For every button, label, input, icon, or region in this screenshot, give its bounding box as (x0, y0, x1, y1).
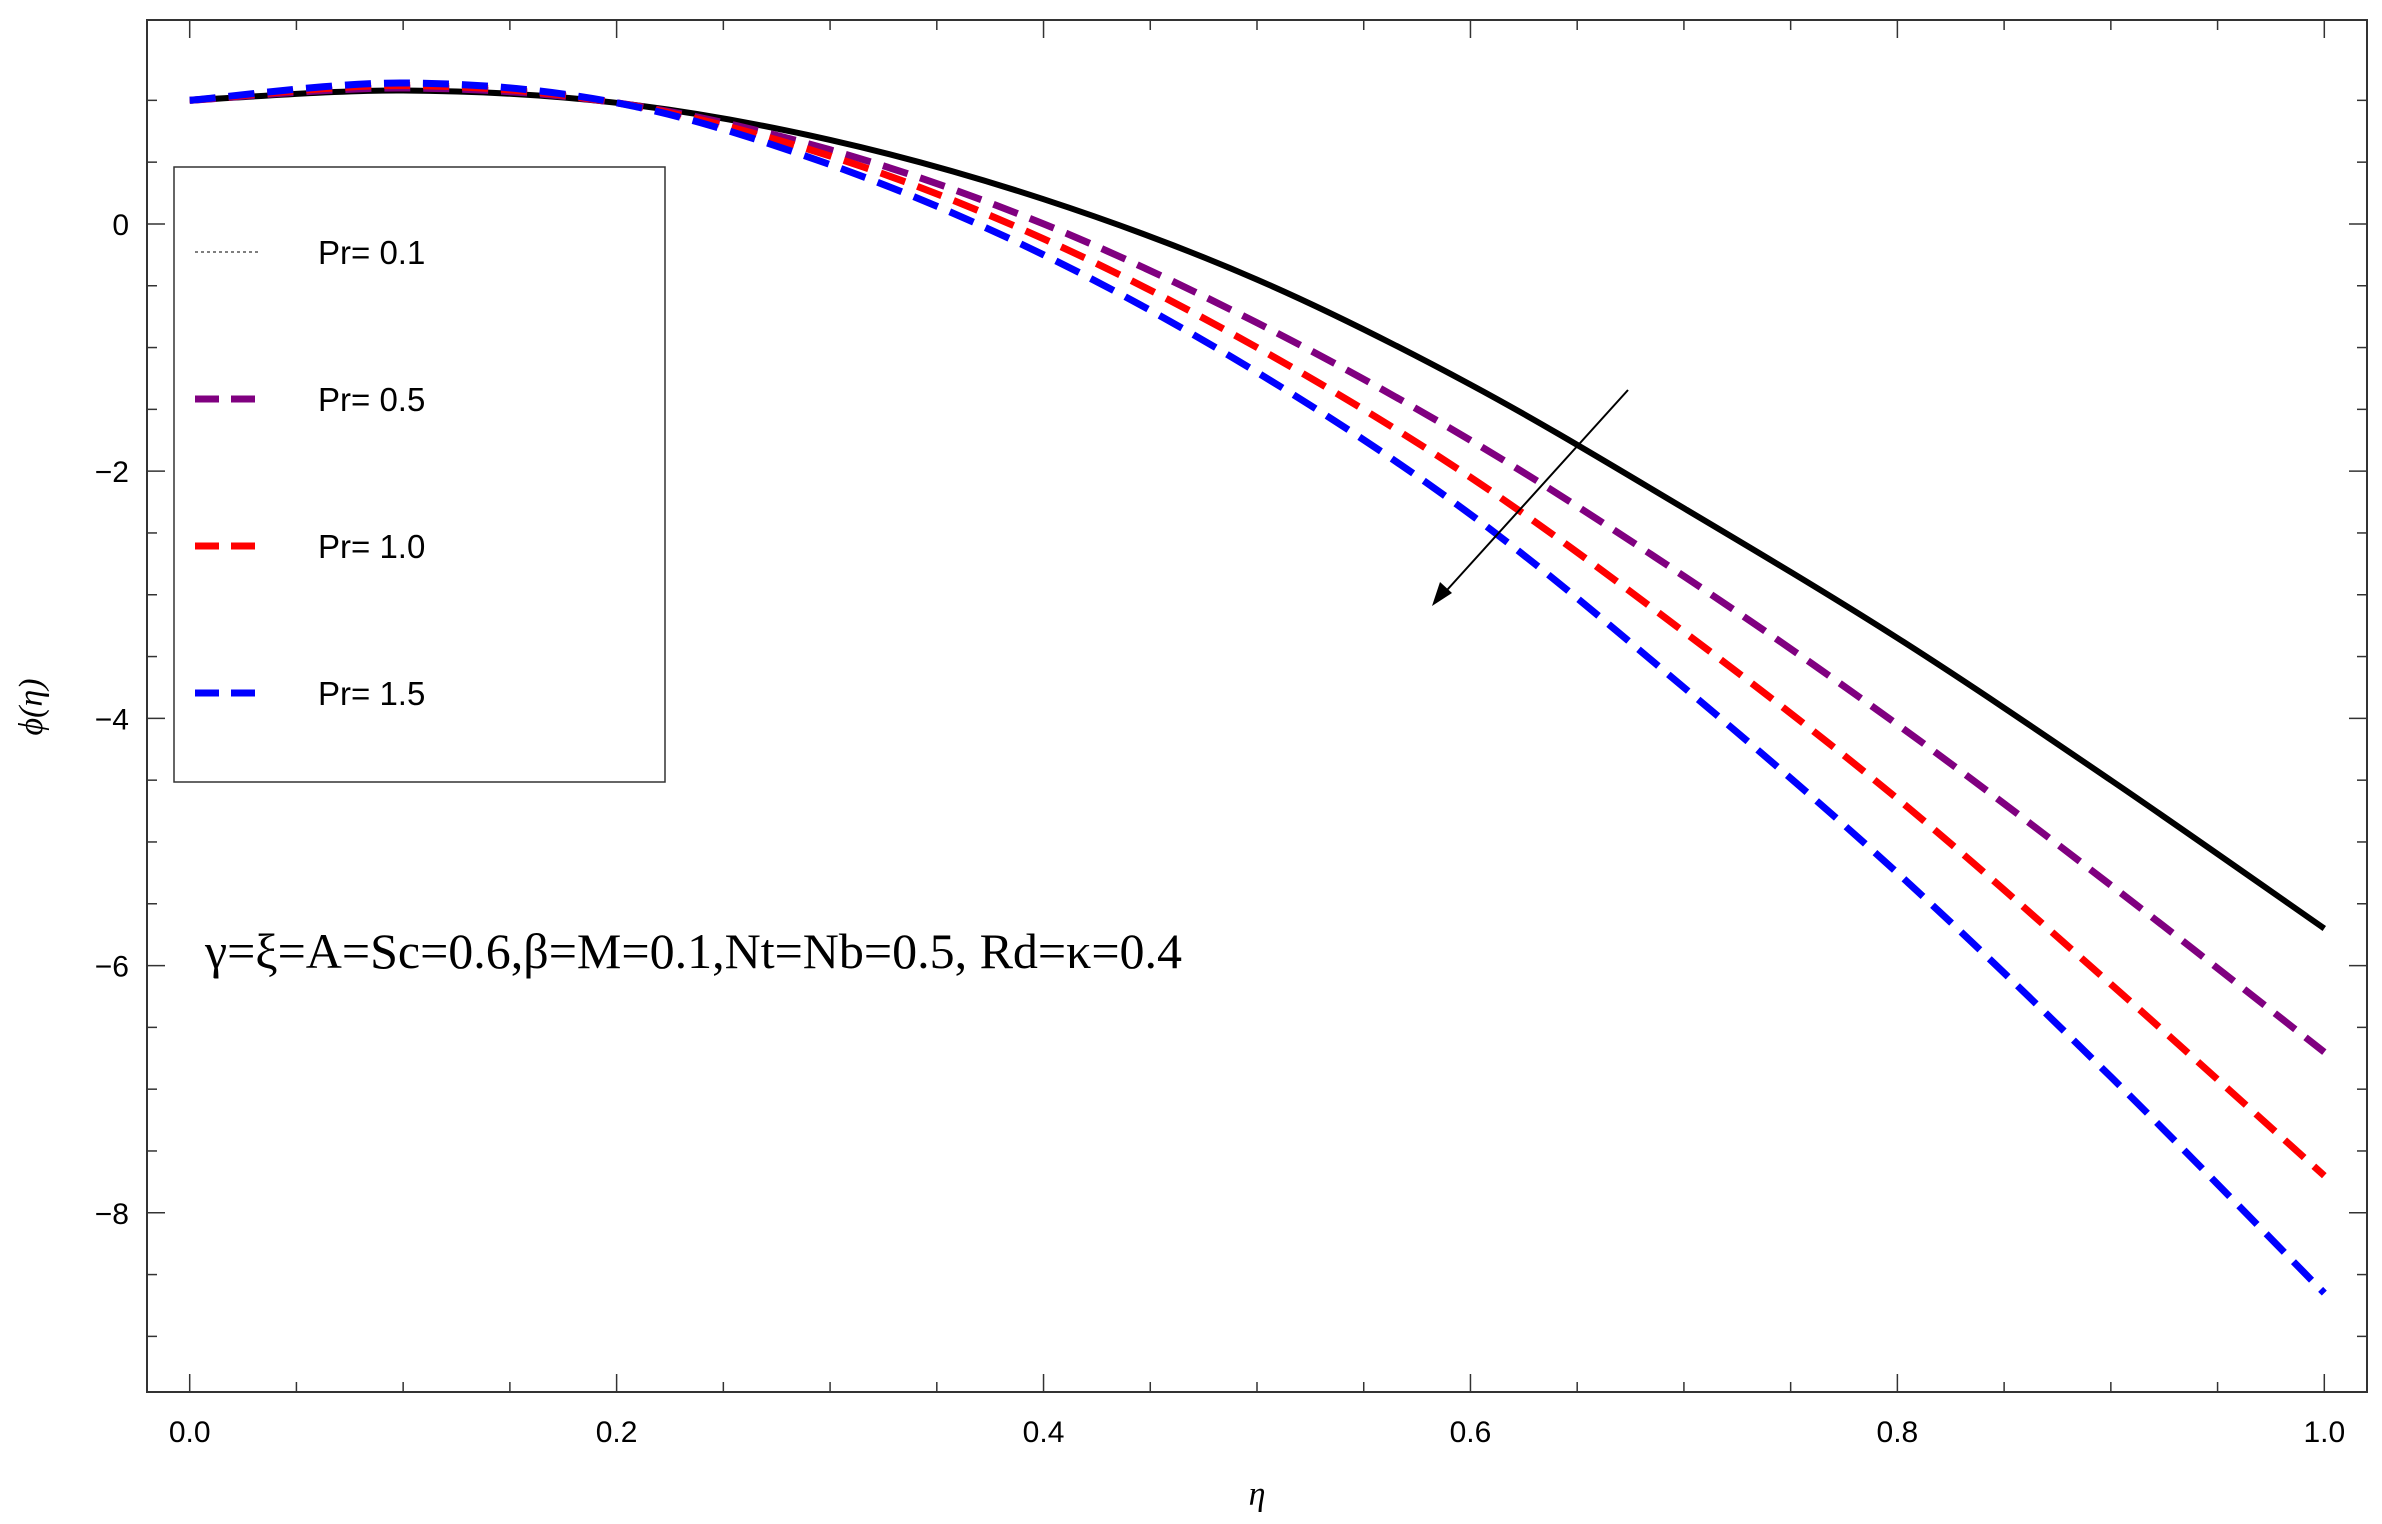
legend-label-1: Pr= 0.1 (318, 234, 425, 271)
x-axis-label: η (1249, 1476, 1266, 1513)
x-tick-label: 0.2 (596, 1416, 638, 1449)
tick-labels: 0.0 0.2 0.4 0.6 0.8 1.0 0 −2 −4 −6 −8 (95, 209, 2345, 1449)
series-layer (189, 79, 2327, 1296)
y-tick-label: −2 (95, 456, 129, 489)
y-axis-label: ϕ(η) (13, 678, 50, 735)
trend-arrow (1432, 389, 1629, 606)
legend-label-4: Pr= 1.5 (318, 675, 425, 712)
legend-label-2: Pr= 0.5 (318, 381, 425, 418)
x-tick-label: 1.0 (2303, 1416, 2345, 1449)
y-tick-label: −6 (95, 951, 129, 984)
trend-arrow-line (1437, 389, 1629, 601)
x-tick-label: 0.8 (1877, 1416, 1919, 1449)
series-line-3 (189, 81, 2327, 1179)
parameter-annotation: γ=ξ=A=Sc=0.6,β=M=0.1,Nt=Nb=0.5, Rd=κ=0.4 (204, 923, 1182, 979)
legend-box (173, 166, 666, 783)
legend-label-3: Pr= 1.0 (318, 528, 425, 565)
y-tick-label: −8 (95, 1198, 129, 1231)
x-tick-label: 0.0 (169, 1416, 211, 1449)
series-line-2 (189, 84, 2327, 1055)
axis-ticks (147, 20, 2367, 1392)
y-tick-label: −4 (95, 703, 129, 736)
x-tick-label: 0.6 (1450, 1416, 1492, 1449)
legend: Pr= 0.1 Pr= 0.5 Pr= 1.0 Pr= 1.5 (173, 166, 666, 783)
y-tick-label: 0 (112, 209, 129, 242)
series-line-1 (189, 87, 2327, 931)
series-line-4 (189, 79, 2327, 1296)
trend-arrow-head (1432, 582, 1452, 606)
x-tick-label: 0.4 (1023, 1416, 1065, 1449)
